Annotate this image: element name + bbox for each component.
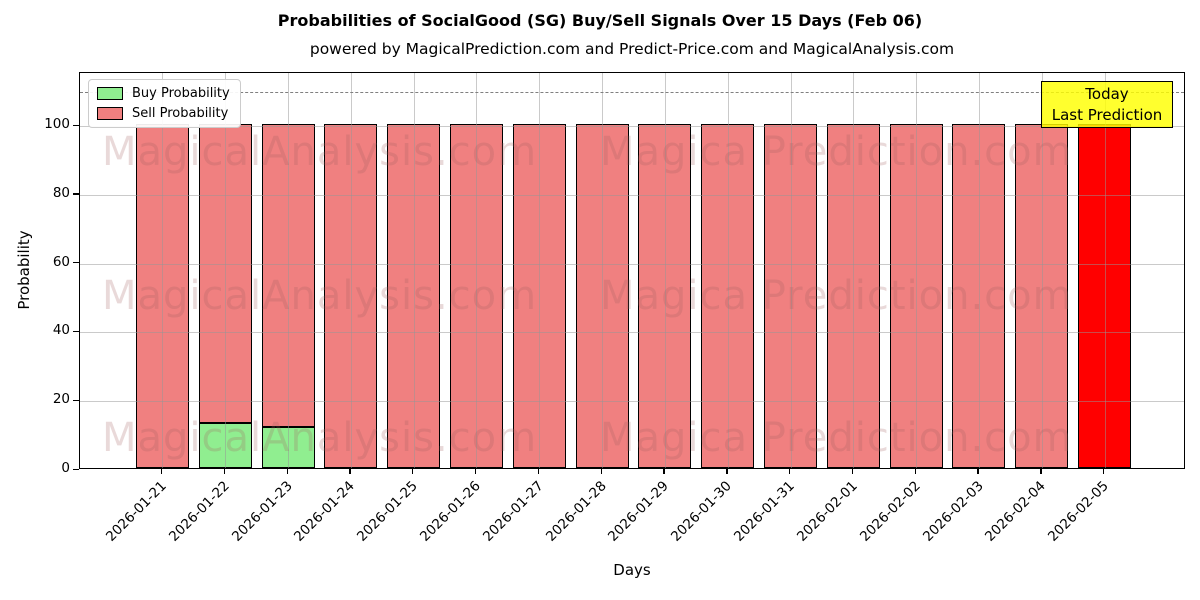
legend-item-buy: Buy Probability (97, 86, 230, 101)
x-tick-mark (663, 469, 665, 474)
y-tick-label: 20 (52, 391, 70, 408)
today-annotation-line2: Last Prediction (1051, 105, 1163, 124)
x-tick-mark (600, 469, 602, 474)
gridline-vertical (288, 73, 290, 468)
gridline-vertical (790, 73, 792, 468)
gridline-vertical (1104, 73, 1106, 468)
gridline-vertical (225, 73, 227, 468)
gridline-horizontal (80, 401, 1184, 403)
gridline-vertical (162, 73, 164, 468)
legend-label-sell: Sell Probability (132, 106, 229, 121)
gridline-horizontal (80, 332, 1184, 334)
x-axis-label: Days (613, 561, 651, 579)
x-tick-label: 2026-01-31 (731, 478, 798, 545)
y-tick-label: 80 (52, 184, 70, 201)
legend: Buy Probability Sell Probability (88, 79, 241, 128)
x-tick-mark (726, 469, 728, 474)
y-tick-mark (73, 468, 79, 470)
today-annotation-line1: Today (1085, 84, 1129, 103)
x-tick-mark (977, 469, 979, 474)
sell-swatch-icon (97, 107, 123, 120)
gridline-vertical (602, 73, 604, 468)
gridline-vertical (978, 73, 980, 468)
legend-item-sell: Sell Probability (97, 106, 230, 121)
gridline-horizontal (80, 263, 1184, 265)
x-tick-label: 2026-01-30 (668, 478, 736, 545)
x-tick-mark (1103, 469, 1105, 474)
x-tick-label: 2026-01-25 (354, 478, 421, 545)
chart-title: Probabilities of SocialGood (SG) Buy/Sel… (277, 11, 923, 30)
gridline-horizontal (80, 194, 1184, 196)
x-tick-label: 2026-01-24 (291, 478, 359, 545)
x-tick-mark (789, 469, 791, 474)
x-tick-label: 2026-02-01 (793, 478, 861, 545)
x-tick-mark (537, 469, 540, 474)
x-tick-mark (286, 469, 288, 474)
x-tick-label: 2026-01-22 (165, 478, 233, 545)
buy-swatch-icon (97, 87, 123, 100)
x-tick-mark (223, 469, 226, 474)
plot-area: Buy Probability Sell Probability Today L… (79, 72, 1185, 469)
gridline-vertical (539, 73, 541, 468)
x-tick-mark (1040, 469, 1042, 474)
x-tick-label: 2026-02-04 (982, 478, 1050, 545)
x-tick-label: 2026-01-28 (542, 478, 610, 545)
gridline-vertical (350, 73, 352, 468)
y-tick-mark (73, 193, 79, 195)
x-tick-label: 2026-01-23 (228, 478, 296, 545)
x-tick-mark (160, 469, 163, 474)
x-tick-label: 2026-01-27 (479, 478, 547, 545)
y-tick-label: 40 (52, 322, 70, 339)
y-tick-label: 100 (44, 116, 70, 132)
y-tick-label: 0 (61, 460, 70, 476)
gridline-horizontal (80, 126, 1184, 127)
gridline-vertical (853, 73, 855, 468)
today-annotation: Today Last Prediction (1041, 81, 1173, 128)
threshold-dashed-line (80, 91, 1184, 93)
x-tick-mark (914, 469, 916, 474)
x-tick-label: 2026-01-26 (416, 478, 484, 545)
y-tick-label: 60 (52, 253, 70, 270)
x-tick-label: 2026-02-02 (856, 478, 924, 545)
x-tick-label: 2026-01-21 (102, 478, 170, 545)
x-tick-mark (851, 469, 854, 474)
x-tick-mark (412, 469, 414, 474)
y-tick-mark (73, 330, 79, 333)
gridline-vertical (413, 73, 415, 468)
y-axis-label: Probability (15, 230, 33, 310)
x-tick-label: 2026-02-05 (1045, 478, 1112, 545)
chart-subtitle: powered by MagicalPrediction.com and Pre… (309, 40, 955, 58)
gridline-vertical (916, 73, 918, 468)
y-tick-mark (73, 262, 79, 264)
x-tick-mark (474, 469, 477, 474)
y-tick-mark (73, 399, 79, 401)
gridline-vertical (664, 73, 666, 468)
gridline-vertical (727, 73, 729, 468)
legend-label-buy: Buy Probability (132, 86, 230, 101)
x-tick-label: 2026-02-03 (919, 478, 987, 545)
y-tick-mark (73, 124, 79, 126)
gridline-vertical (476, 73, 478, 468)
x-tick-mark (349, 469, 351, 474)
gridline-vertical (1041, 73, 1043, 468)
x-tick-label: 2026-01-29 (605, 478, 673, 545)
